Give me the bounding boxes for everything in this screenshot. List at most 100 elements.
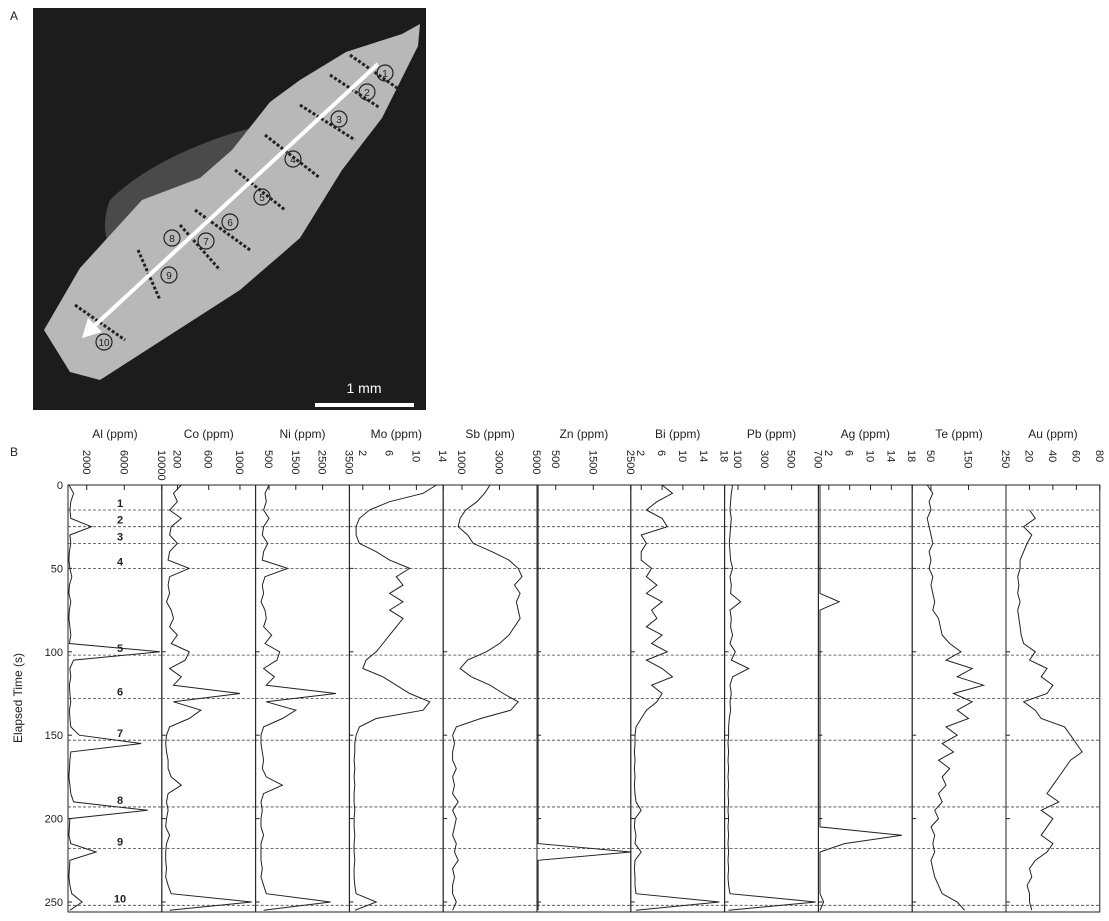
spot-label: 5 [259, 193, 265, 204]
x-tick-label: 5000 [530, 450, 542, 474]
trace [165, 484, 252, 911]
x-tick-label: 1000 [455, 450, 467, 474]
spot-number: 5 [117, 643, 123, 655]
trace [633, 484, 720, 911]
x-tick-label: 500 [549, 450, 561, 468]
x-tick-label: 6 [655, 450, 667, 456]
x-tick-label: 10 [676, 450, 688, 462]
x-tick-label: 250 [999, 450, 1011, 468]
x-tick-label: 80 [1093, 450, 1105, 462]
spot-circle [358, 83, 376, 101]
spot-circle [221, 213, 239, 231]
panel-title: Sb (ppm) [465, 427, 514, 441]
x-tick-label: 6000 [117, 450, 129, 474]
spot-number: 1 [117, 498, 123, 510]
x-tick-label: 20 [1022, 450, 1034, 462]
panel-title: Bi (ppm) [655, 427, 700, 441]
arrow-head [82, 318, 102, 338]
x-tick-label: 200 [170, 450, 182, 468]
spot-circle [197, 232, 215, 250]
x-tick-label: 60 [1069, 450, 1081, 462]
spot-label: 2 [364, 88, 370, 99]
x-tick-label: 10000 [155, 450, 167, 481]
x-tick-label: 1500 [586, 450, 598, 474]
y-tick-label: 100 [45, 647, 63, 659]
trace [68, 484, 160, 911]
y-tick-label: 250 [45, 897, 63, 909]
x-tick-label: 1500 [289, 450, 301, 474]
panel-label: B [10, 445, 18, 459]
x-tick-label: 18 [905, 450, 917, 462]
panel-title: Al (ppm) [92, 427, 137, 441]
scale-label: 1 mm [347, 380, 382, 396]
x-tick-label: 10 [864, 450, 876, 462]
panel-label: A [10, 9, 18, 23]
x-tick-label: 100 [731, 450, 743, 468]
spot-circle [163, 229, 181, 247]
spot-circle [330, 110, 348, 128]
x-tick-label: 150 [961, 450, 973, 468]
spot-number: 3 [117, 531, 123, 543]
x-tick-label: 2000 [80, 450, 92, 474]
spot-label: 4 [290, 155, 296, 166]
trace [926, 484, 986, 911]
spot-label: 1 [382, 69, 388, 80]
trace [819, 485, 902, 911]
x-tick-label: 18 [718, 450, 730, 462]
panel-title: Ag (ppm) [841, 427, 890, 441]
x-tick-label: 6 [383, 450, 395, 456]
trace [260, 484, 337, 911]
spot-number: 6 [117, 687, 123, 699]
x-tick-label: 1000 [233, 450, 245, 474]
x-tick-label: 14 [436, 450, 448, 462]
x-tick-label: 10 [409, 450, 421, 462]
x-tick-label: 300 [758, 450, 770, 468]
trace [1017, 509, 1083, 911]
spot-label: 8 [169, 234, 175, 245]
x-tick-label: 700 [811, 450, 823, 468]
panel-title: Mo (ppm) [371, 427, 422, 441]
spot-label: 10 [98, 338, 110, 349]
x-tick-label: 600 [202, 450, 214, 468]
y-tick-label: 0 [57, 480, 63, 492]
micrograph: 1 mm 1 2 3 4 5 6 7 8 9 10 [33, 8, 426, 410]
y-tick-label: 200 [45, 814, 63, 826]
spot-label: 7 [203, 237, 209, 248]
trace [353, 484, 437, 911]
spot-circle [95, 333, 113, 351]
x-tick-label: 2500 [316, 450, 328, 474]
x-tick-label: 14 [884, 450, 896, 462]
panel-title: Te (ppm) [935, 427, 982, 441]
trace [537, 485, 631, 911]
x-tick-label: 3000 [492, 450, 504, 474]
spot-number: 9 [117, 837, 123, 849]
spot-label: 3 [336, 115, 342, 126]
spot-number: 7 [117, 728, 123, 740]
x-tick-label: 2 [634, 450, 646, 456]
x-tick-label: 40 [1046, 450, 1058, 462]
spot-circle [253, 188, 271, 206]
x-tick-label: 2 [356, 450, 368, 456]
x-tick-label: 14 [697, 450, 709, 462]
x-tick-label: 3500 [342, 450, 354, 474]
x-tick-label: 6 [843, 450, 855, 456]
y-tick-label: 150 [45, 730, 63, 742]
x-tick-label: 50 [924, 450, 936, 462]
spot-label: 9 [166, 271, 172, 282]
y-axis-label: Elapsed Time (s) [11, 653, 25, 743]
panel-title: Au (ppm) [1028, 427, 1077, 441]
arrow [90, 62, 380, 330]
spot-number: 10 [114, 893, 126, 905]
spot-circle [160, 266, 178, 284]
spot-number: 4 [117, 556, 124, 568]
x-tick-label: 500 [262, 450, 274, 468]
spot-circle [376, 64, 394, 82]
spots: 1 2 3 4 5 6 7 8 9 10 [95, 64, 394, 351]
x-tick-label: 500 [785, 450, 797, 468]
spot-label: 6 [227, 218, 233, 229]
spot-number: 2 [117, 515, 123, 527]
y-tick-label: 50 [51, 563, 63, 575]
panel-title: Zn (ppm) [560, 427, 609, 441]
spot-number: 8 [117, 795, 123, 807]
